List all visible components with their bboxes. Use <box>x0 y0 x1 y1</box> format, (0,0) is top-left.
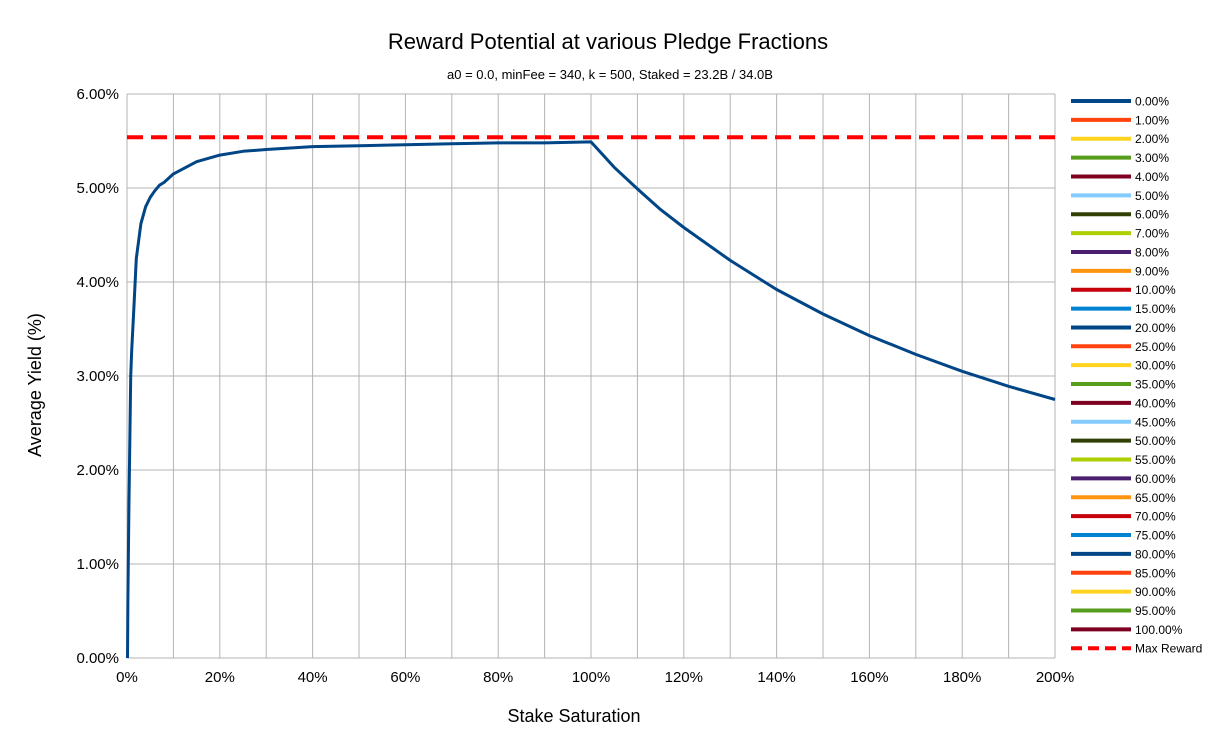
legend-label: 25.00% <box>1135 340 1176 354</box>
legend-label: 3.00% <box>1135 151 1169 165</box>
y-tick-label: 3.00% <box>76 368 119 385</box>
legend: 0.00% 1.00% 2.00% 3.00% 4.00% 5.00% 6.00% 7.00%… <box>1071 95 1202 656</box>
legend-label: 95.00% <box>1135 604 1176 618</box>
y-tick-label: 2.00% <box>76 462 119 479</box>
x-tick-label: 40% <box>298 669 328 686</box>
y-tick-label: 5.00% <box>76 180 119 197</box>
legend-label: 4.00% <box>1135 170 1169 184</box>
x-tick-label: 180% <box>943 669 981 686</box>
y-tick-label: 0.00% <box>76 650 119 667</box>
y-axis-title: Average Yield (%) <box>25 313 45 457</box>
legend-label: 100.00% <box>1135 623 1183 637</box>
y-tick-label: 4.00% <box>76 274 119 291</box>
legend-label: 30.00% <box>1135 359 1176 373</box>
legend-label: 75.00% <box>1135 529 1176 543</box>
x-tick-label: 100% <box>572 669 610 686</box>
legend-label: 35.00% <box>1135 378 1176 392</box>
x-tick-label: 140% <box>757 669 795 686</box>
legend-label: 7.00% <box>1135 227 1169 241</box>
x-axis-title: Stake Saturation <box>507 706 640 726</box>
legend-label: 20.00% <box>1135 321 1176 335</box>
x-axis-ticks: 0% 20% 40% 60% 80% 100% 120% 140% 160% 180% 200% <box>116 669 1074 686</box>
y-tick-label: 1.00% <box>76 556 119 573</box>
x-tick-label: 200% <box>1036 669 1074 686</box>
legend-label: 50.00% <box>1135 434 1176 448</box>
x-tick-label: 80% <box>483 669 513 686</box>
x-tick-label: 60% <box>390 669 420 686</box>
x-tick-label: 120% <box>665 669 703 686</box>
legend-label: 9.00% <box>1135 264 1169 278</box>
legend-label: 70.00% <box>1135 510 1176 524</box>
legend-label: Max Reward <box>1135 642 1202 656</box>
legend-label: 65.00% <box>1135 491 1176 505</box>
chart-title: Reward Potential at various Pledge Fract… <box>388 29 828 54</box>
legend-label: 90.00% <box>1135 585 1176 599</box>
legend-label: 85.00% <box>1135 566 1176 580</box>
legend-label: 40.00% <box>1135 396 1176 410</box>
grid-lines <box>126 93 1056 659</box>
plot-series <box>126 135 1056 659</box>
legend-label: 10.00% <box>1135 283 1176 297</box>
legend-label: 15.00% <box>1135 302 1176 316</box>
y-axis-ticks: 0.00% 1.00% 2.00% 3.00% 4.00% 5.00% 6.00% <box>76 86 119 667</box>
legend-label: 0.00% <box>1135 95 1169 109</box>
legend-label: 80.00% <box>1135 547 1176 561</box>
x-tick-label: 20% <box>205 669 235 686</box>
legend-label: 45.00% <box>1135 415 1176 429</box>
y-tick-label: 6.00% <box>76 86 119 103</box>
legend-label: 60.00% <box>1135 472 1176 486</box>
series-line-000 <box>126 140 1056 659</box>
chart-subtitle: a0 = 0.0, minFee = 340, k = 500, Staked … <box>447 67 773 82</box>
legend-label: 1.00% <box>1135 113 1169 127</box>
legend-label: 6.00% <box>1135 208 1169 222</box>
x-tick-label: 0% <box>116 669 138 686</box>
legend-label: 55.00% <box>1135 453 1176 467</box>
legend-label: 5.00% <box>1135 189 1169 203</box>
x-tick-label: 160% <box>850 669 888 686</box>
legend-label: 8.00% <box>1135 245 1169 259</box>
legend-label: 2.00% <box>1135 132 1169 146</box>
